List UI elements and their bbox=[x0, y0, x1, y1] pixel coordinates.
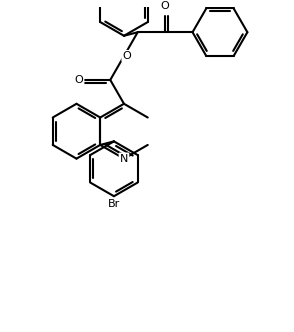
Text: O: O bbox=[75, 75, 83, 85]
Text: N: N bbox=[120, 154, 128, 164]
Text: O: O bbox=[161, 1, 170, 11]
Text: O: O bbox=[123, 51, 131, 61]
Text: Br: Br bbox=[108, 199, 120, 209]
